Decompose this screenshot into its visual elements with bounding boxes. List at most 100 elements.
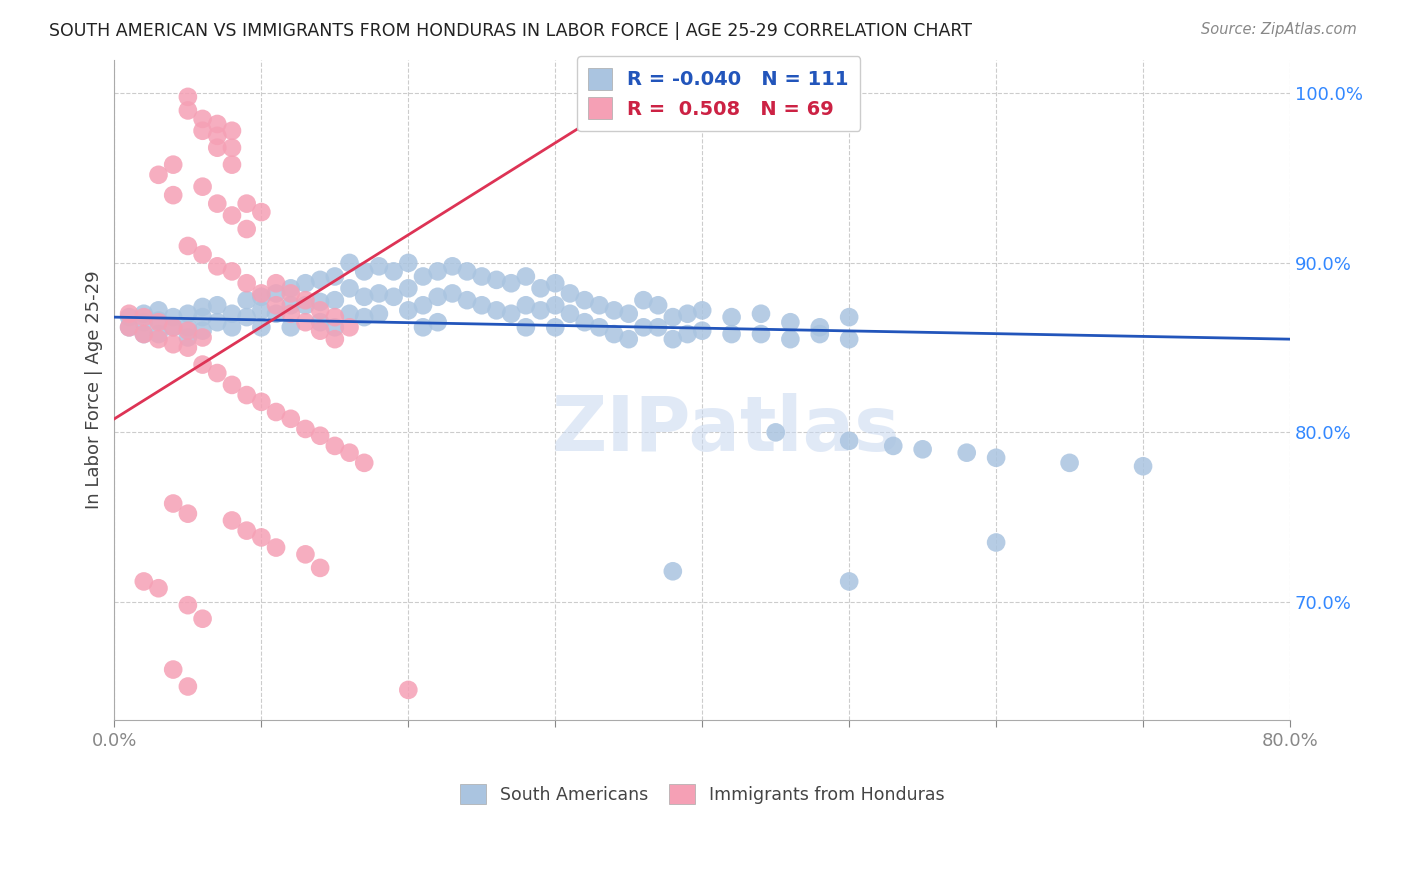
Point <box>177 324 200 338</box>
Point <box>749 327 772 342</box>
Point <box>808 327 831 342</box>
Point <box>148 315 170 329</box>
Point <box>309 303 332 318</box>
Point <box>662 310 685 325</box>
Point <box>426 315 449 329</box>
Point <box>515 320 537 334</box>
Point <box>838 332 860 346</box>
Point <box>1059 456 1081 470</box>
Point <box>676 327 699 342</box>
Point <box>235 196 257 211</box>
Point <box>984 535 1007 549</box>
Point <box>412 269 434 284</box>
Point <box>221 158 243 172</box>
Point <box>264 405 287 419</box>
Point <box>250 395 273 409</box>
Point <box>221 209 243 223</box>
Point <box>485 303 508 318</box>
Point <box>221 141 243 155</box>
Point <box>162 158 184 172</box>
Point <box>132 315 155 329</box>
Point <box>118 320 141 334</box>
Point <box>132 327 155 342</box>
Point <box>353 290 375 304</box>
Point <box>808 320 831 334</box>
Text: Source: ZipAtlas.com: Source: ZipAtlas.com <box>1201 22 1357 37</box>
Point <box>221 378 243 392</box>
Point <box>603 327 626 342</box>
Point <box>529 281 551 295</box>
Point <box>515 269 537 284</box>
Point <box>544 320 567 334</box>
Point <box>603 303 626 318</box>
Point <box>456 293 478 308</box>
Point <box>118 307 141 321</box>
Point <box>191 310 214 325</box>
Point <box>235 293 257 308</box>
Point <box>956 445 979 459</box>
Point <box>191 112 214 126</box>
Point <box>396 281 419 295</box>
Point <box>396 303 419 318</box>
Point <box>544 298 567 312</box>
Point <box>662 332 685 346</box>
Point <box>339 307 361 321</box>
Point <box>148 332 170 346</box>
Point <box>396 682 419 697</box>
Point <box>191 247 214 261</box>
Point <box>207 141 229 155</box>
Point <box>339 281 361 295</box>
Point <box>132 327 155 342</box>
Point <box>221 124 243 138</box>
Point <box>177 330 200 344</box>
Point <box>162 310 184 325</box>
Point <box>294 547 316 561</box>
Point <box>309 273 332 287</box>
Point <box>264 277 287 291</box>
Point <box>294 293 316 308</box>
Point <box>501 307 523 321</box>
Point <box>250 286 273 301</box>
Point <box>323 332 346 346</box>
Point <box>207 298 229 312</box>
Point <box>148 327 170 342</box>
Point <box>662 564 685 578</box>
Point <box>294 422 316 436</box>
Point <box>309 428 332 442</box>
Point <box>250 303 273 318</box>
Point <box>353 264 375 278</box>
Point <box>235 388 257 402</box>
Point <box>309 324 332 338</box>
Point <box>191 358 214 372</box>
Point <box>690 324 713 338</box>
Point <box>177 507 200 521</box>
Point <box>441 286 464 301</box>
Point <box>235 222 257 236</box>
Legend: South Americans, Immigrants from Honduras: South Americans, Immigrants from Hondura… <box>451 775 953 813</box>
Point <box>235 277 257 291</box>
Point <box>412 298 434 312</box>
Point <box>323 320 346 334</box>
Point <box>207 128 229 143</box>
Point <box>309 294 332 309</box>
Point <box>207 315 229 329</box>
Point <box>280 307 302 321</box>
Point <box>177 320 200 334</box>
Point <box>280 412 302 426</box>
Point <box>838 574 860 589</box>
Point <box>368 307 391 321</box>
Point <box>250 530 273 544</box>
Point <box>132 310 155 325</box>
Point <box>294 315 316 329</box>
Point <box>368 286 391 301</box>
Point <box>264 286 287 301</box>
Point <box>191 300 214 314</box>
Point <box>191 612 214 626</box>
Point <box>617 307 640 321</box>
Point <box>191 124 214 138</box>
Point <box>426 264 449 278</box>
Point <box>471 298 494 312</box>
Point <box>1132 459 1154 474</box>
Point <box>118 320 141 334</box>
Point <box>779 332 801 346</box>
